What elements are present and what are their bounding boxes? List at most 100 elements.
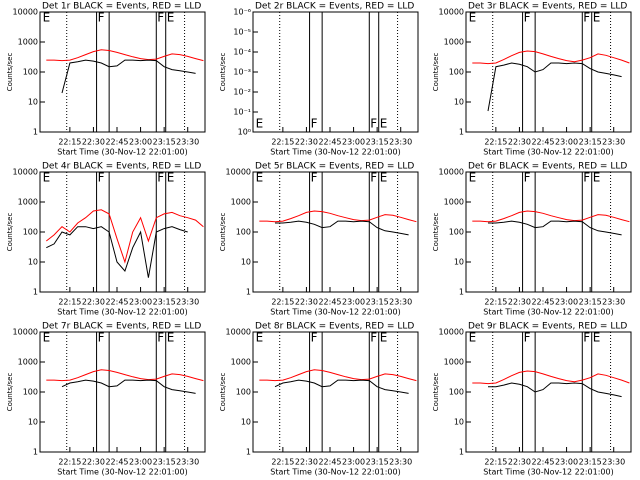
flag-label: F: [157, 11, 164, 25]
y-tick-label: 10: [28, 258, 38, 267]
series-line: [46, 226, 188, 278]
y-tick-label: 1: [33, 288, 38, 297]
flag-label: F: [311, 171, 318, 185]
x-tick-label: 22:45: [105, 298, 128, 307]
y-tick-label: 10⁻⁶: [233, 8, 251, 17]
x-tick-label: 22:30: [295, 138, 318, 147]
flag-label: F: [583, 331, 590, 345]
y-tick-label: 100: [23, 68, 38, 77]
y-tick-label: 1000: [231, 358, 251, 367]
series-line: [46, 369, 204, 382]
series-line: [488, 220, 622, 236]
y-tick-label: 10: [241, 418, 251, 427]
y-tick-label: 100: [449, 388, 464, 397]
y-tick-label: 1000: [18, 38, 38, 47]
x-tick-label: 23:00: [555, 138, 578, 147]
x-axis-label: Start Time (30-Nov-12 22:01:00): [483, 308, 613, 317]
x-tick-label: 22:45: [531, 458, 554, 467]
series-line: [472, 210, 630, 223]
flag-label: F: [370, 117, 377, 131]
y-tick-label: 10⁻²: [233, 88, 251, 97]
flag-label: E: [256, 171, 264, 185]
y-axis-label: Counts/sec: [6, 373, 14, 412]
y-axis-label: Counts/sec: [219, 373, 227, 412]
y-tick-label: 10000: [226, 168, 251, 177]
y-tick-label: 1000: [18, 198, 38, 207]
x-tick-label: 23:15: [579, 298, 602, 307]
panel-title: Det 4r BLACK = Events, RED = LLD: [42, 162, 201, 172]
y-tick-label: 10⁻⁵: [233, 28, 251, 37]
x-tick-label: 22:30: [295, 298, 318, 307]
y-tick-label: 1: [33, 448, 38, 457]
y-axis-label: Counts/sec: [432, 373, 440, 412]
y-tick-label: 10000: [13, 168, 38, 177]
panel-title: Det 5r BLACK = Events, RED = LLD: [255, 162, 414, 172]
y-tick-label: 10: [241, 258, 251, 267]
x-tick-label: 22:45: [318, 298, 341, 307]
x-tick-label: 23:00: [129, 298, 152, 307]
x-tick-label: 22:45: [318, 138, 341, 147]
x-tick-label: 22:15: [484, 138, 507, 147]
x-tick-label: 22:15: [58, 138, 81, 147]
flag-label: F: [370, 331, 377, 345]
y-tick-label: 10⁰: [238, 128, 251, 137]
x-axis-label: Start Time (30-Nov-12 22:01:00): [483, 468, 613, 477]
x-axis-label: Start Time (30-Nov-12 22:01:00): [57, 308, 187, 317]
x-tick-label: 23:00: [129, 458, 152, 467]
flag-label: E: [43, 171, 51, 185]
x-tick-label: 23:15: [153, 298, 176, 307]
flag-label: E: [43, 11, 51, 25]
y-tick-label: 1: [459, 128, 464, 137]
x-tick-label: 22:30: [82, 298, 105, 307]
panel: Det 6r BLACK = Events, RED = LLD Counts/s…: [432, 162, 632, 317]
flag-label: F: [98, 171, 105, 185]
x-tick-label: 22:15: [58, 458, 81, 467]
x-tick-label: 22:15: [271, 458, 294, 467]
x-tick-label: 22:15: [271, 298, 294, 307]
x-axis-label: Start Time (30-Nov-12 22:01:00): [57, 468, 187, 477]
x-tick-label: 23:00: [555, 298, 578, 307]
y-tick-label: 1: [246, 448, 251, 457]
series-line: [274, 379, 409, 394]
x-tick-label: 23:00: [342, 298, 365, 307]
y-tick-label: 100: [236, 228, 251, 237]
x-tick-label: 23:30: [389, 298, 412, 307]
y-tick-label: 1000: [444, 38, 464, 47]
y-tick-label: 10000: [439, 328, 464, 337]
plot-frame: [465, 11, 632, 133]
flag-label: F: [583, 171, 590, 185]
flag-label: F: [157, 331, 164, 345]
y-axis-label: Counts/sec: [219, 53, 227, 92]
x-tick-label: 23:00: [555, 458, 578, 467]
flag-label: E: [256, 331, 264, 345]
y-tick-label: 1000: [231, 198, 251, 207]
flag-label: E: [593, 11, 601, 25]
y-tick-label: 1000: [18, 358, 38, 367]
x-tick-label: 23:30: [602, 138, 625, 147]
panel: Det 4r BLACK = Events, RED = LLD Counts/s…: [6, 162, 206, 317]
flag-label: E: [593, 171, 601, 185]
flag-label: E: [469, 331, 477, 345]
series-line: [472, 50, 630, 65]
x-tick-label: 23:30: [602, 298, 625, 307]
y-tick-label: 1: [459, 288, 464, 297]
y-tick-label: 10⁻¹: [233, 108, 251, 117]
x-tick-label: 23:00: [129, 138, 152, 147]
flag-label: E: [43, 331, 51, 345]
x-tick-label: 22:30: [508, 298, 531, 307]
panel: Det 2r BLACK = Events, RED = LLD Counts/s…: [219, 2, 419, 157]
flag-label: F: [311, 331, 318, 345]
flag-label: E: [167, 11, 175, 25]
flag-label: E: [380, 117, 388, 131]
x-tick-label: 23:15: [366, 458, 389, 467]
x-tick-label: 22:15: [271, 138, 294, 147]
panel: Det 1r BLACK = Events, RED = LLD Counts/s…: [6, 2, 206, 157]
panel-title: Det 3r BLACK = Events, RED = LLD: [468, 2, 627, 12]
series-line: [259, 369, 417, 382]
x-tick-label: 23:15: [153, 458, 176, 467]
x-tick-label: 23:00: [342, 458, 365, 467]
flag-label: E: [380, 171, 388, 185]
x-axis-label: Start Time (30-Nov-12 22:01:00): [483, 148, 613, 157]
panel-title: Det 9r BLACK = Events, RED = LLD: [468, 322, 627, 332]
series-line: [61, 379, 196, 394]
